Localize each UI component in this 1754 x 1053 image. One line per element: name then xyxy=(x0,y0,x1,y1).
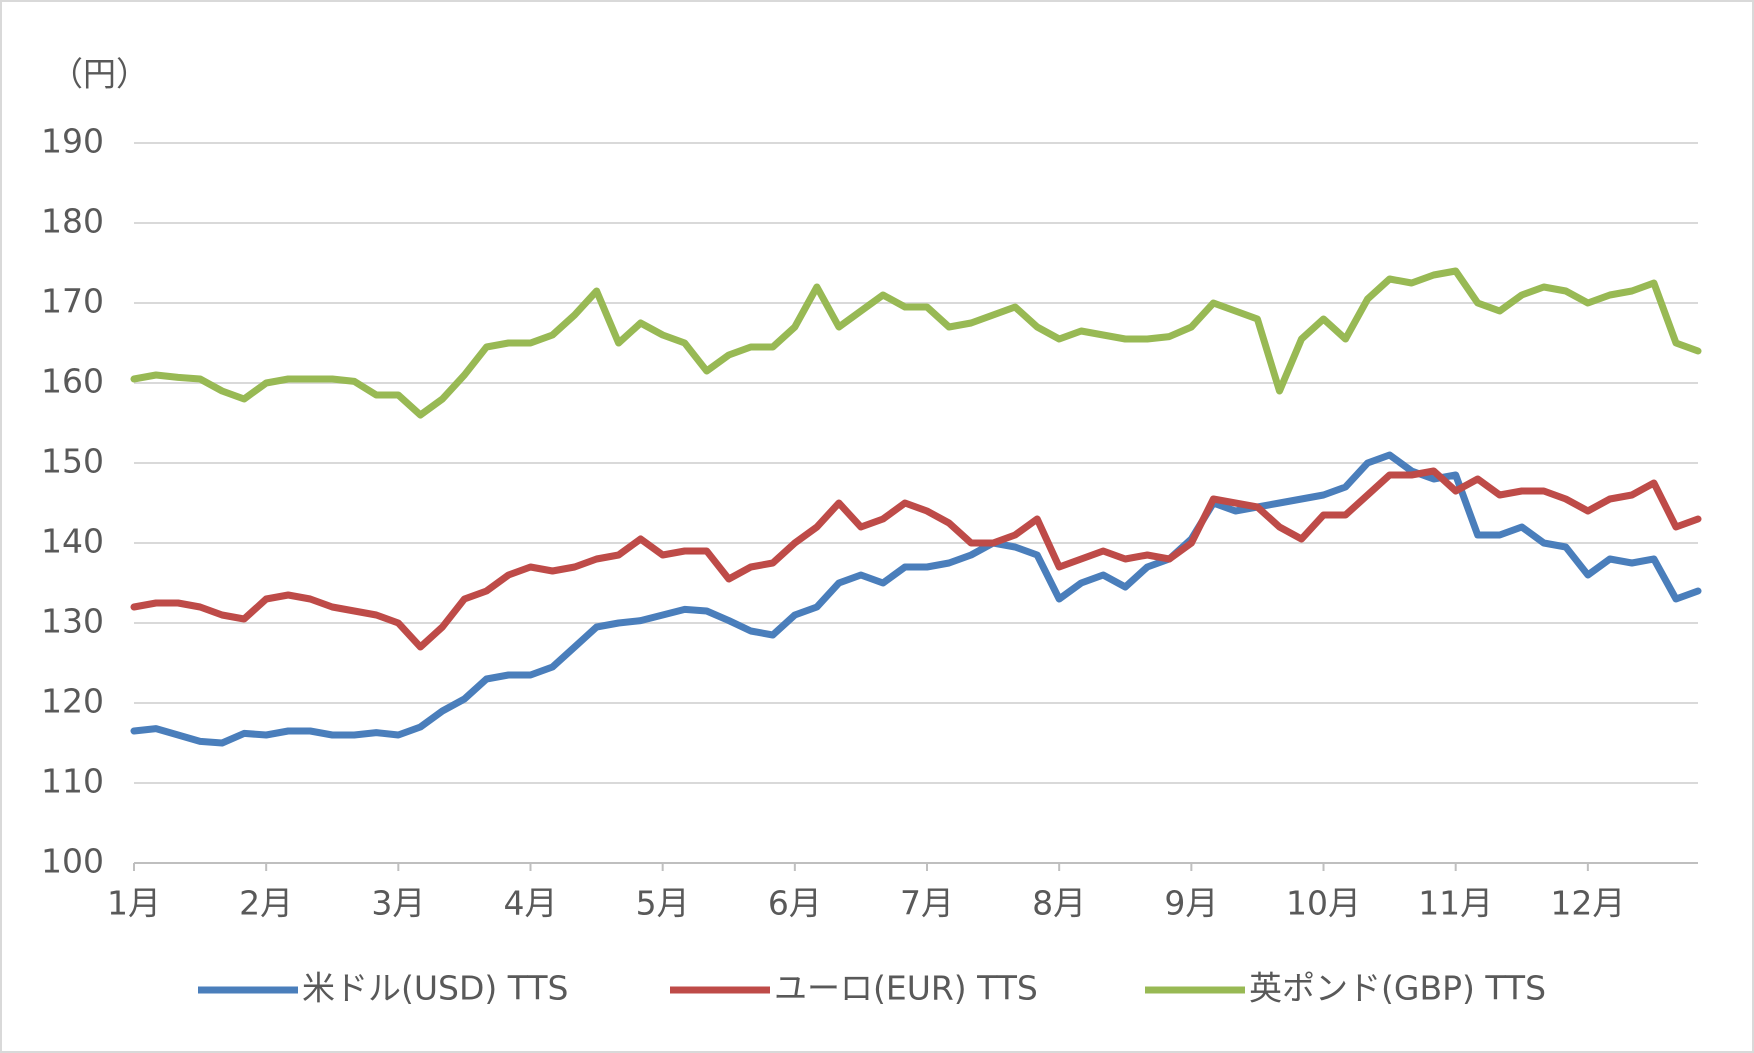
x-tick-label: 5月 xyxy=(636,884,690,923)
x-tick-label: 6月 xyxy=(768,884,822,923)
y-axis-label: （円） xyxy=(50,55,149,94)
y-tick-label: 180 xyxy=(41,202,104,241)
x-tick-label: 8月 xyxy=(1032,884,1086,923)
x-tick-label: 2月 xyxy=(239,884,293,923)
y-tick-label: 120 xyxy=(41,682,104,721)
x-tick-label: 11月 xyxy=(1418,884,1493,923)
y-tick-label: 170 xyxy=(41,282,104,321)
y-tick-label: 140 xyxy=(41,522,104,561)
x-tick-label: 12月 xyxy=(1550,884,1625,923)
legend-label: 米ドル(USD) TTS xyxy=(302,969,568,1008)
y-tick-label: 160 xyxy=(41,362,104,401)
y-tick-label: 190 xyxy=(41,122,104,161)
line-series xyxy=(130,267,1702,419)
y-tick-label: 150 xyxy=(41,442,104,481)
x-tick-label: 9月 xyxy=(1164,884,1218,923)
legend-label: 英ポンド(GBP) TTS xyxy=(1249,969,1546,1008)
y-tick-label: 130 xyxy=(41,602,104,641)
x-tick-label: 3月 xyxy=(371,884,425,923)
y-tick-label: 110 xyxy=(41,762,104,801)
line-series xyxy=(130,467,1702,651)
legend-label: ユーロ(EUR) TTS xyxy=(774,969,1038,1008)
x-tick-label: 7月 xyxy=(900,884,954,923)
x-tick-label: 1月 xyxy=(107,884,161,923)
x-tick-label: 10月 xyxy=(1286,884,1361,923)
x-tick-label: 4月 xyxy=(504,884,558,923)
y-tick-label: 100 xyxy=(41,842,104,881)
